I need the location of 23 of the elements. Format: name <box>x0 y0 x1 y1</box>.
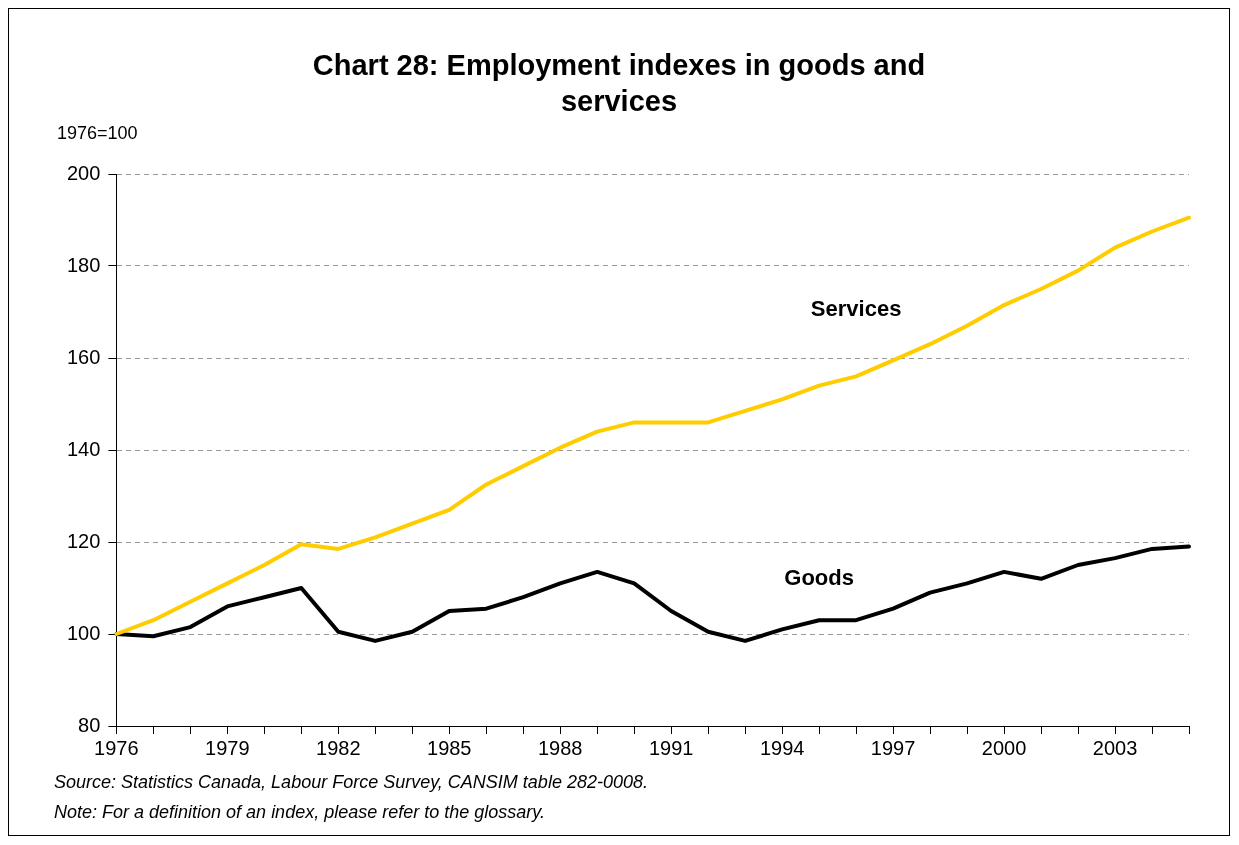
series-label: Goods <box>784 565 854 591</box>
x-tick-label: 1988 <box>537 736 583 759</box>
y-tick-label: 200 <box>66 161 101 184</box>
y-tick-label: 180 <box>66 253 101 276</box>
y-tick-label: 80 <box>78 713 101 736</box>
x-tick-label: 2003 <box>1092 736 1138 759</box>
y-tick-label: 100 <box>66 621 101 644</box>
x-tick-label: 2000 <box>981 736 1027 759</box>
y-tick-label: 160 <box>66 345 101 368</box>
x-tick-label: 1985 <box>427 736 472 759</box>
x-tick-label: 1991 <box>648 736 694 759</box>
x-tick-label: 1997 <box>870 736 916 759</box>
x-tick-label: 1976 <box>94 736 139 759</box>
series-label: Services <box>810 296 902 322</box>
y-tick-label: 140 <box>66 437 101 460</box>
x-tick-label: 1979 <box>205 736 250 759</box>
x-tick-label: 1982 <box>316 736 361 759</box>
source-note: Source: Statistics Canada, Labour Force Survey, CANSIM table 282-0008. <box>54 771 648 794</box>
y-tick-label: 120 <box>66 529 101 552</box>
y-axis-title: 1976=100 <box>57 123 138 144</box>
text: Note: For a definition of an index, please refer to the glossary. <box>54 801 546 824</box>
x-tick-label: 1994 <box>759 736 805 759</box>
chart-title: Chart 28: Employment indexes in goods and services <box>311 48 927 119</box>
